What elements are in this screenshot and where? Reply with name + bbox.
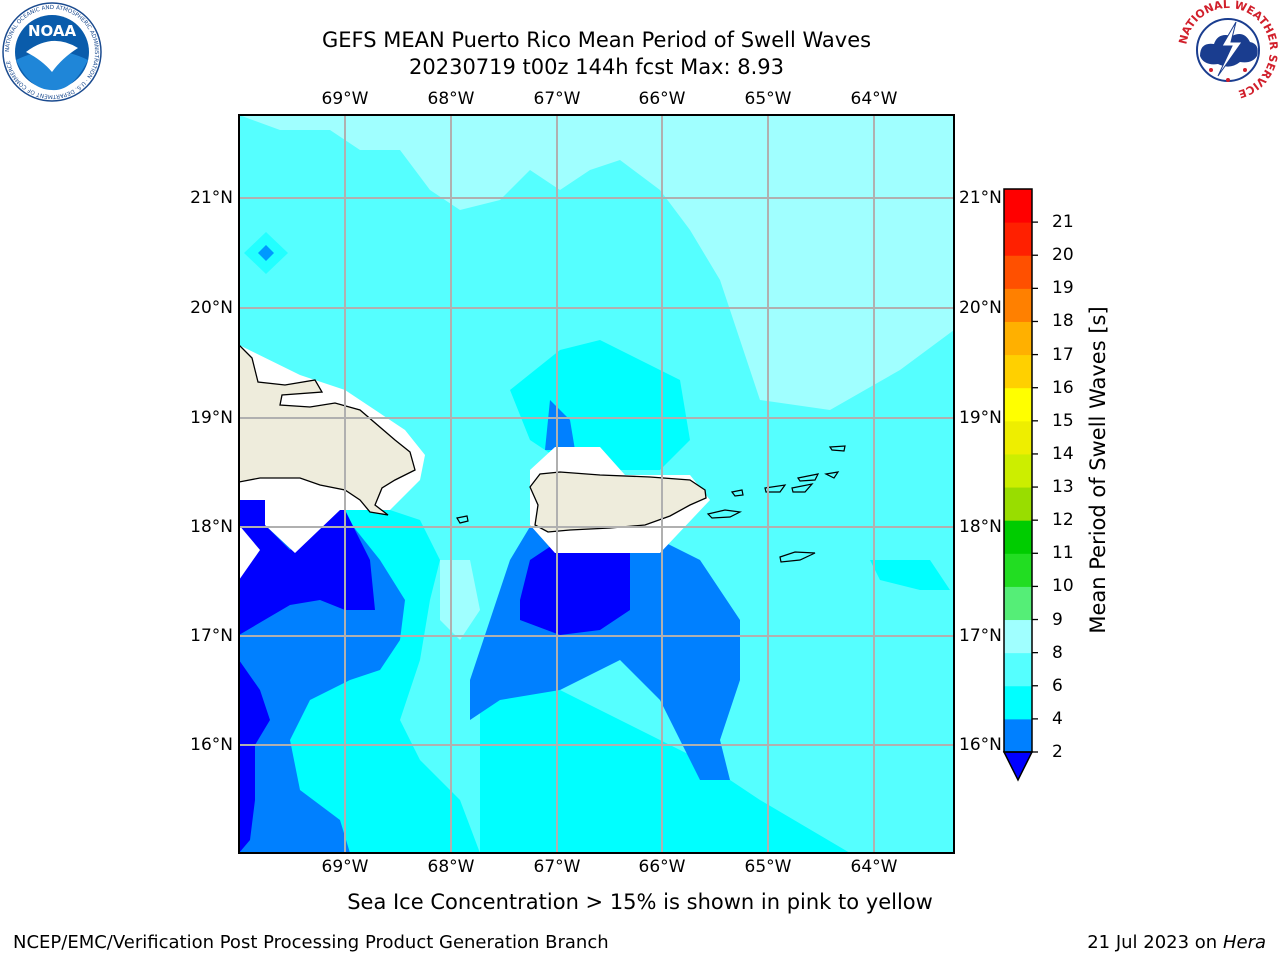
lon-label-bottom: 69°W xyxy=(321,857,369,877)
colorbar-tick-label: 16 xyxy=(1052,377,1074,398)
colorbar-tick-label: 18 xyxy=(1052,311,1074,332)
colorbar-segment xyxy=(1004,586,1032,621)
swell-8-9-region-north xyxy=(239,115,954,410)
chart-subtitle: 20230719 t00z 144h fcst Max: 8.93 xyxy=(409,55,784,79)
colorbar-segment xyxy=(1004,420,1032,455)
lat-label-left: 17°N xyxy=(190,626,233,646)
island-mona xyxy=(456,515,469,524)
swell-2-4-region-north xyxy=(545,400,575,450)
noaa-wordmark: NOAA xyxy=(28,22,77,40)
colorbar-tick-label: 9 xyxy=(1052,609,1063,630)
lat-label-right: 16°N xyxy=(959,735,1002,755)
lat-label-right: 18°N xyxy=(959,517,1002,537)
lat-label-right: 20°N xyxy=(959,298,1002,318)
colorbar-segment xyxy=(1004,255,1032,289)
map-field xyxy=(239,115,954,853)
colorbar-segment xyxy=(1004,487,1032,521)
colorbar-segment xyxy=(1004,354,1032,389)
lon-label-top: 66°W xyxy=(638,89,686,109)
chart-title: GEFS MEAN Puerto Rico Mean Period of Swe… xyxy=(321,28,872,52)
colorbar-tick-label: 12 xyxy=(1052,510,1074,531)
colorbar-border xyxy=(1003,188,1033,753)
lat-label-left: 21°N xyxy=(190,188,233,208)
colorbar-title: Mean Period of Swell Waves [s] xyxy=(1086,306,1110,634)
lat-label-left: 19°N xyxy=(190,408,233,428)
colorbar-segment xyxy=(1004,288,1032,322)
colorbar-tick-label: 20 xyxy=(1052,245,1074,266)
island-culebra xyxy=(730,489,744,497)
colorbar-tick-label: 10 xyxy=(1052,576,1074,597)
colorbar-tick-label: 2 xyxy=(1052,742,1063,762)
colorbar-under-arrow xyxy=(1002,751,1034,782)
map-border xyxy=(238,114,955,854)
lat-label-right: 17°N xyxy=(959,626,1002,646)
lon-label-top: 64°W xyxy=(850,89,898,109)
swell-4-6-region-south xyxy=(480,690,850,853)
lat-label-left: 20°N xyxy=(190,298,233,318)
colorbar-tick-label: 17 xyxy=(1052,344,1074,365)
no-data-mask-west xyxy=(239,525,260,580)
island-tortola xyxy=(797,473,820,482)
noaa-logo: NATIONAL OCEANIC AND ATMOSPHERIC ADMINIS… xyxy=(2,2,102,102)
colorbar-tick-label: 13 xyxy=(1052,477,1074,498)
lon-label-bottom: 64°W xyxy=(850,857,898,877)
nws-logo: NATIONAL WEATHER SERVICE xyxy=(1176,0,1280,101)
credit-date: 21 Jul 2023 on Hera xyxy=(1087,932,1266,953)
lon-label-bottom: 65°W xyxy=(744,857,792,877)
credit-branch: NCEP/EMC/Verification Post Processing Pr… xyxy=(13,932,609,953)
credit-date-text: 21 Jul 2023 on xyxy=(1087,932,1223,953)
colorbar-segment xyxy=(1004,189,1032,223)
swell-4-6-region-east xyxy=(870,560,950,590)
colorbar-segment xyxy=(1004,520,1032,554)
colorbar-segment xyxy=(1004,387,1032,422)
colorbar-segment xyxy=(1004,321,1032,356)
colorbar-segment xyxy=(1004,453,1032,488)
lon-label-top: 67°W xyxy=(533,89,581,109)
colorbar-segment xyxy=(1004,222,1032,256)
island-st-thomas xyxy=(764,484,787,493)
lat-label-right: 19°N xyxy=(959,408,1002,428)
colorbar-tick-label: 15 xyxy=(1052,410,1074,431)
island-virgin-gorda xyxy=(824,471,840,479)
colorbar-tick-label: 11 xyxy=(1052,543,1074,564)
credit-host: Hera xyxy=(1222,932,1266,953)
sea-ice-footnote: Sea Ice Concentration > 15% is shown in … xyxy=(347,890,933,914)
colorbar-segment xyxy=(1004,718,1032,753)
swell-spot-halo xyxy=(244,232,288,274)
lon-label-top: 69°W xyxy=(321,89,369,109)
island-vieques xyxy=(706,509,743,519)
land-hispaniola xyxy=(239,344,416,516)
colorbar-segment xyxy=(1004,652,1032,687)
lat-label-left: 18°N xyxy=(190,517,233,537)
colorbar-segment xyxy=(1004,685,1032,720)
lon-label-top: 65°W xyxy=(744,89,792,109)
colorbar-tick-label: 4 xyxy=(1052,708,1063,729)
colorbar-tick-label: 19 xyxy=(1052,278,1074,299)
island-st-croix xyxy=(779,551,816,563)
swell-below-2-region-central xyxy=(520,540,630,635)
island-anegada xyxy=(828,445,846,452)
swell-below-2-region-sw xyxy=(239,660,270,853)
colorbar-segment xyxy=(1004,553,1032,587)
lon-label-bottom: 67°W xyxy=(533,857,581,877)
gridlines xyxy=(239,115,954,853)
lon-label-bottom: 68°W xyxy=(427,857,475,877)
lon-label-bottom: 66°W xyxy=(638,857,686,877)
lat-label-right: 21°N xyxy=(959,188,1002,208)
colorbar-tick-label: 21 xyxy=(1052,212,1074,233)
colorbar-tick-label: 6 xyxy=(1052,675,1063,696)
colorbar-tick-label: 14 xyxy=(1052,443,1074,464)
swell-below-2-region-west xyxy=(239,500,375,635)
island-st-john xyxy=(791,483,814,493)
colorbar-segment xyxy=(1004,619,1032,654)
lon-label-top: 68°W xyxy=(427,89,475,109)
lat-label-left: 16°N xyxy=(190,735,233,755)
colorbar-tick-label: 8 xyxy=(1052,642,1063,663)
